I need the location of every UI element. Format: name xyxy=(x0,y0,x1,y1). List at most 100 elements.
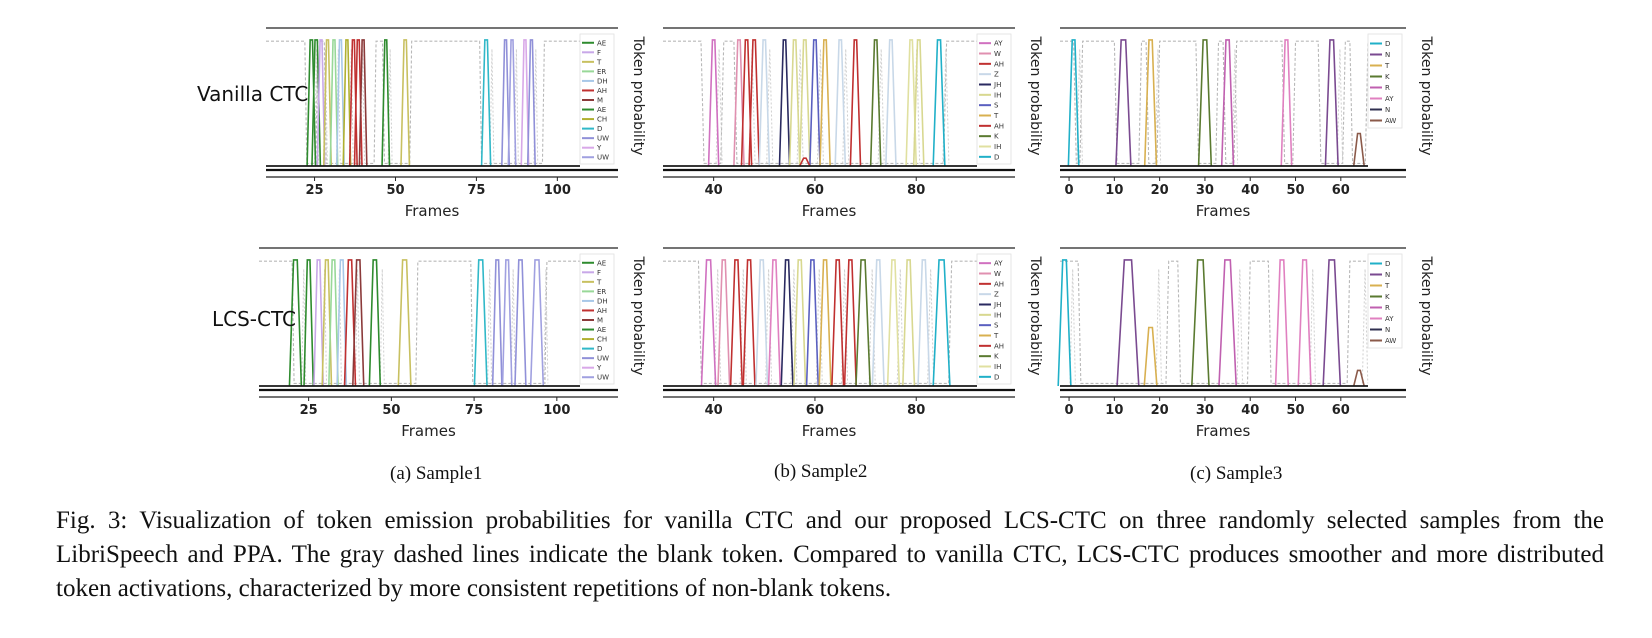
blank-token-spike xyxy=(487,268,493,384)
x-axis-label: Frames xyxy=(802,202,857,220)
token-peak-line xyxy=(328,259,339,387)
token-peak-line xyxy=(778,39,791,167)
legend-label: Z xyxy=(994,71,999,79)
token-peak-line xyxy=(932,259,951,387)
legend-box xyxy=(1367,33,1403,129)
token-peak-line xyxy=(912,39,925,167)
token-peak-line xyxy=(798,39,811,167)
token-peak-line xyxy=(335,39,345,167)
token-peak-line xyxy=(1191,259,1210,387)
token-peak-line xyxy=(869,39,882,167)
legend-label: T xyxy=(993,112,999,120)
legend-label: AW xyxy=(1385,337,1396,345)
legend-label: UW xyxy=(597,135,609,143)
legend-label: K xyxy=(994,133,999,141)
legend-label: D xyxy=(597,125,602,133)
token-peak-line xyxy=(491,259,503,387)
token-peak-line xyxy=(520,39,530,167)
legend-label: R xyxy=(1385,304,1390,312)
token-peak-line xyxy=(755,259,769,387)
token-peak-line xyxy=(843,259,858,387)
token-peak-line xyxy=(473,259,488,387)
token-peak-line xyxy=(1143,326,1158,387)
legend-label: N xyxy=(1385,271,1390,279)
token-peak-line xyxy=(1297,259,1312,387)
legend-label: D xyxy=(1385,260,1390,268)
token-peak-line xyxy=(1115,39,1132,167)
token-peak-line xyxy=(902,259,916,387)
token-peak-line xyxy=(381,39,391,167)
token-peak-line xyxy=(855,259,871,387)
legend-label: Y xyxy=(596,364,602,372)
token-peak-line xyxy=(358,39,368,167)
blank-token-spike xyxy=(1155,268,1162,384)
chart-panel-5: 40 60 80 Frames Token probability AY W AH Z JH IH S… xyxy=(663,247,1043,440)
legend-label: Y xyxy=(596,144,602,152)
legend-label: M xyxy=(597,97,603,105)
legend-label: T xyxy=(596,278,602,286)
y-axis-label: Token probability xyxy=(630,256,646,376)
token-peak-line xyxy=(729,259,744,387)
token-peak-line xyxy=(717,259,731,387)
subcaption-sample2: (b) Sample2 xyxy=(774,461,868,482)
token-peak-line xyxy=(834,39,847,167)
token-peak-line xyxy=(818,259,832,387)
legend-label: JH xyxy=(993,301,1001,309)
legend-label: AH xyxy=(994,60,1004,68)
subcaption-sample3: (c) Sample3 xyxy=(1190,463,1283,484)
legend-label: AH xyxy=(994,122,1004,130)
token-peak-line xyxy=(707,39,720,167)
legend-box xyxy=(976,33,1012,165)
x-tick-label: 0 xyxy=(1065,403,1074,418)
legend-label: UW xyxy=(597,374,609,382)
token-peak-line xyxy=(917,259,931,387)
x-tick-label: 25 xyxy=(300,403,318,418)
legend-label: T xyxy=(993,332,999,340)
blank-token-spike xyxy=(379,268,385,384)
token-peak-line xyxy=(767,259,782,387)
legend-label: K xyxy=(994,353,999,361)
token-peak-line xyxy=(322,39,333,167)
legend-label: AE xyxy=(597,259,606,267)
legend-label: K xyxy=(1385,293,1390,301)
x-tick-label: 80 xyxy=(907,183,925,198)
legend-label: K xyxy=(1385,73,1390,81)
chart-panel-4: 25 50 75 100 Frames Token probability AE FT ERDH… xyxy=(259,247,646,440)
x-tick-label: 10 xyxy=(1105,183,1123,198)
y-axis-label: Token probability xyxy=(1027,256,1043,376)
y-axis-label: Token probability xyxy=(1418,36,1434,156)
token-peak-line xyxy=(313,259,324,387)
x-tick-label: 50 xyxy=(386,183,404,198)
token-peak-line xyxy=(805,259,820,387)
legend-label: N xyxy=(1385,326,1390,334)
x-tick-label: 75 xyxy=(465,403,483,418)
legend-label: CH xyxy=(597,336,607,344)
token-peak-line xyxy=(529,259,545,387)
x-tick-label: 40 xyxy=(705,183,723,198)
token-peak-line xyxy=(1220,39,1235,167)
legend-label: AE xyxy=(597,39,606,47)
legend-label: AY xyxy=(1385,95,1394,103)
figure-caption: Fig. 3: Visualization of token emission … xyxy=(56,507,1604,602)
legend-label: CH xyxy=(597,116,607,124)
token-peak-line xyxy=(788,39,801,167)
legend-label: T xyxy=(1384,62,1390,70)
legend-label: JH xyxy=(993,81,1001,89)
x-tick-label: 25 xyxy=(306,183,324,198)
legend-label: F xyxy=(597,269,601,277)
y-axis-label: Token probability xyxy=(1418,256,1434,376)
token-peak-line xyxy=(1057,259,1072,387)
legend-label: DH xyxy=(597,297,608,305)
legend-label: AY xyxy=(994,260,1003,268)
x-axis-label: Frames xyxy=(405,202,460,220)
y-axis-label: Token probability xyxy=(1027,36,1043,156)
legend-label: S xyxy=(994,102,999,110)
token-peak-line xyxy=(368,259,382,387)
token-peak-line xyxy=(733,39,745,167)
token-peak-line xyxy=(819,39,831,167)
legend-label: AW xyxy=(1385,117,1396,125)
x-tick-label: 0 xyxy=(1065,183,1074,198)
token-peak-line xyxy=(740,39,753,167)
row-label-lcs-ctc: LCS-CTC xyxy=(212,307,296,331)
